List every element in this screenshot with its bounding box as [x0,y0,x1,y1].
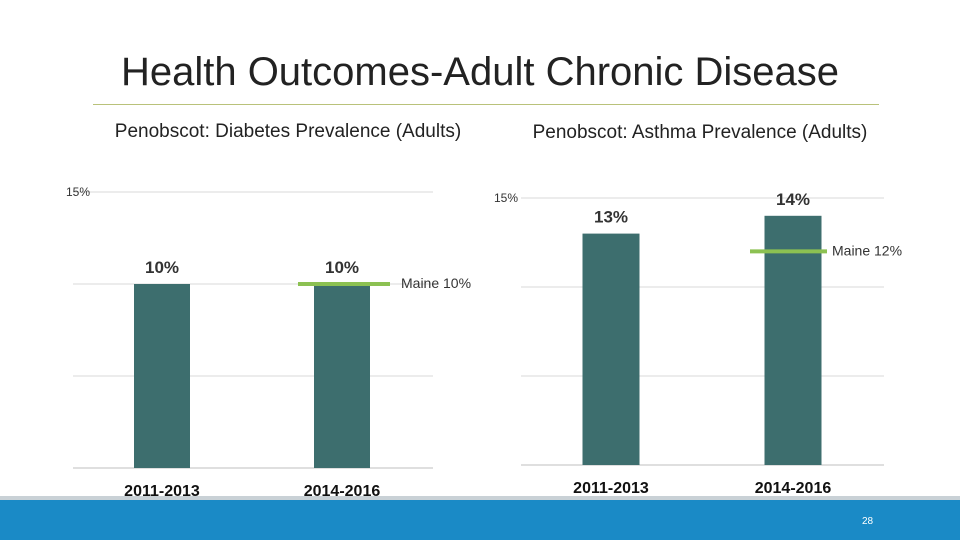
diabetes-ytick-label: 15% [66,185,90,199]
title-divider [93,104,879,105]
asthma-bar-2011-2013 [582,233,640,465]
asthma-bar-2014-2016 [764,215,822,465]
footer-edge [0,496,960,501]
asthma-benchmark-label: Maine 12% [832,242,902,258]
diabetes-bar-2011-2013 [134,284,190,468]
diabetes-category-label: 2011-2013 [124,483,200,500]
asthma-chart-title: Penobscot: Asthma Prevalence (Adults) [532,122,868,143]
diabetes-bar-2014-2016 [314,284,370,468]
diabetes-category-label: 2014-2016 [304,483,381,500]
asthma-category-label: 2011-2013 [573,480,649,497]
asthma-data-label: 13% [594,208,628,227]
asthma-data-label: 14% [776,190,810,209]
asthma-ytick-label: 15% [494,191,518,205]
diabetes-data-label: 10% [325,258,359,277]
diabetes-benchmark-label: Maine 10% [401,275,471,291]
page-number: 28 [862,516,874,527]
footer-bar [0,500,960,540]
slide-title: Health Outcomes-Adult Chronic Disease [120,50,840,94]
diabetes-chart-title: Penobscot: Diabetes Prevalence (Adults) [114,121,462,142]
diabetes-data-label: 10% [145,258,179,277]
asthma-category-label: 2014-2016 [755,480,832,497]
